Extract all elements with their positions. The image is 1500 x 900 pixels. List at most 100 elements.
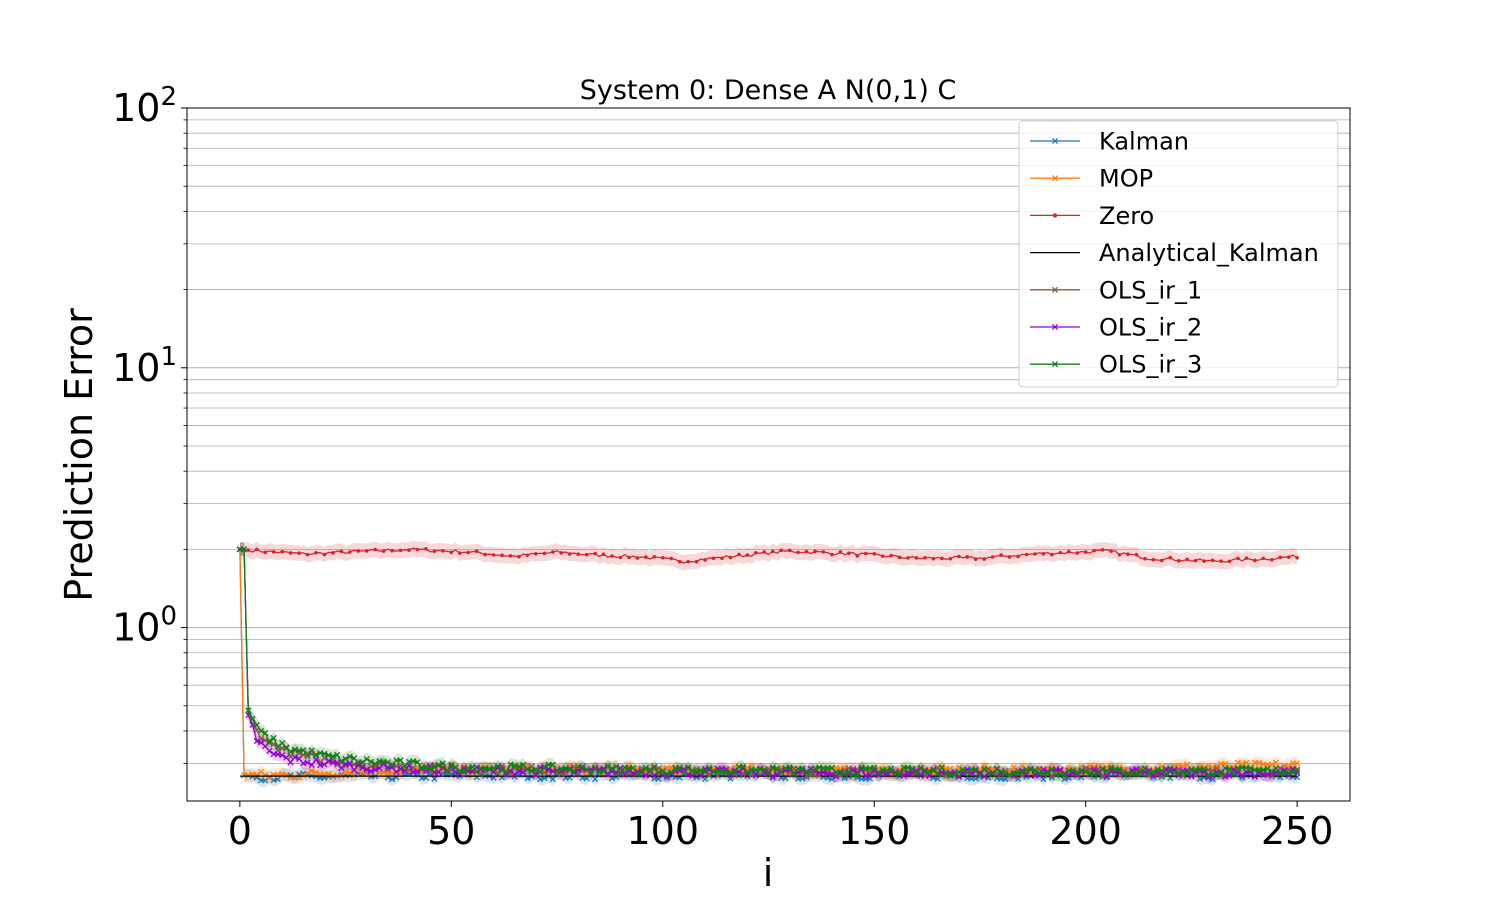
data-point xyxy=(875,769,882,776)
data-point xyxy=(676,764,683,771)
data-point xyxy=(938,764,945,771)
data-point xyxy=(1151,557,1156,562)
data-point xyxy=(765,770,772,778)
data-point xyxy=(837,768,844,775)
data-point xyxy=(1294,768,1301,775)
data-point xyxy=(308,767,315,774)
data-point xyxy=(1103,767,1110,775)
data-point xyxy=(279,739,286,747)
data-point xyxy=(796,550,800,555)
legend-label: Zero xyxy=(1099,202,1154,230)
data-point xyxy=(314,550,318,555)
data-point xyxy=(350,767,358,774)
data-point xyxy=(906,556,910,560)
data-point xyxy=(854,771,861,779)
data-point xyxy=(1006,771,1013,779)
data-point xyxy=(1272,765,1280,772)
data-point xyxy=(435,761,442,768)
data-point xyxy=(811,765,819,772)
data-point xyxy=(693,768,700,775)
series-mop xyxy=(236,546,1301,781)
data-point xyxy=(1230,771,1237,778)
data-point xyxy=(634,770,641,777)
data-point xyxy=(372,766,379,773)
data-point xyxy=(957,554,961,559)
legend-item-zero: Zero xyxy=(1030,202,1154,230)
data-point xyxy=(245,707,252,714)
data-point xyxy=(1007,555,1012,559)
data-point xyxy=(1294,760,1301,767)
data-point xyxy=(549,761,556,768)
data-point xyxy=(1024,552,1029,557)
data-point xyxy=(567,552,572,556)
data-point xyxy=(583,766,590,773)
data-point xyxy=(981,765,988,773)
data-point xyxy=(1023,771,1030,778)
data-point xyxy=(246,548,251,552)
data-point xyxy=(348,550,352,554)
data-point xyxy=(601,552,606,557)
data-point xyxy=(638,767,645,775)
data-point xyxy=(909,765,916,772)
data-point xyxy=(397,757,404,764)
data-point xyxy=(1100,548,1105,552)
data-point xyxy=(334,751,341,758)
legend-item-ols-ir-1: OLS_ir_1 xyxy=(1030,276,1202,304)
x-tick-label: 0 xyxy=(228,809,252,853)
data-point xyxy=(1044,770,1051,777)
confidence-bands xyxy=(239,540,1298,787)
data-point xyxy=(663,770,671,777)
data-point xyxy=(1168,555,1173,560)
zero-band xyxy=(239,540,1298,571)
data-point xyxy=(728,555,733,560)
data-point xyxy=(444,767,451,774)
data-point xyxy=(1143,556,1147,561)
data-point xyxy=(401,763,408,770)
data-point xyxy=(537,768,544,776)
data-point xyxy=(1188,773,1195,780)
data-point xyxy=(300,747,307,754)
data-point xyxy=(1202,559,1206,563)
legend-marker xyxy=(1051,175,1059,182)
data-point xyxy=(642,764,649,771)
data-point xyxy=(888,765,895,772)
legend-item-ols-ir-3: OLS_ir_3 xyxy=(1030,351,1202,379)
data-point xyxy=(697,767,704,774)
data-point xyxy=(381,549,386,553)
data-point xyxy=(1095,770,1102,777)
data-point xyxy=(841,771,848,778)
data-point xyxy=(1289,769,1296,776)
data-point xyxy=(889,553,893,558)
data-point xyxy=(457,551,462,555)
x-tick-label: 200 xyxy=(1049,809,1122,853)
legend-label: Analytical_Kalman xyxy=(1099,239,1319,267)
data-point xyxy=(872,552,877,556)
series-zero xyxy=(238,547,1299,564)
kalman-line xyxy=(239,549,1298,782)
data-point xyxy=(490,765,497,772)
data-point xyxy=(283,754,290,761)
data-point xyxy=(940,556,944,561)
data-point xyxy=(359,764,366,771)
data-point xyxy=(769,764,776,771)
data-point xyxy=(491,553,496,557)
data-point xyxy=(363,756,370,763)
data-point xyxy=(720,556,724,561)
data-point xyxy=(1019,769,1026,776)
legend-marker xyxy=(1052,213,1058,218)
data-point xyxy=(503,768,510,775)
data-point xyxy=(384,759,391,766)
legend-label: OLS_ir_3 xyxy=(1099,351,1202,379)
data-point xyxy=(845,768,852,775)
legend-item-kalman: Kalman xyxy=(1030,128,1189,156)
data-point xyxy=(339,549,344,554)
plot-frame xyxy=(186,107,1351,802)
data-point xyxy=(1154,766,1161,773)
data-point xyxy=(1031,767,1038,774)
data-point xyxy=(948,557,953,561)
data-point xyxy=(959,766,967,773)
data-point xyxy=(254,547,259,552)
data-point xyxy=(1278,555,1283,560)
data-point xyxy=(1226,766,1233,773)
data-point xyxy=(1082,768,1089,775)
